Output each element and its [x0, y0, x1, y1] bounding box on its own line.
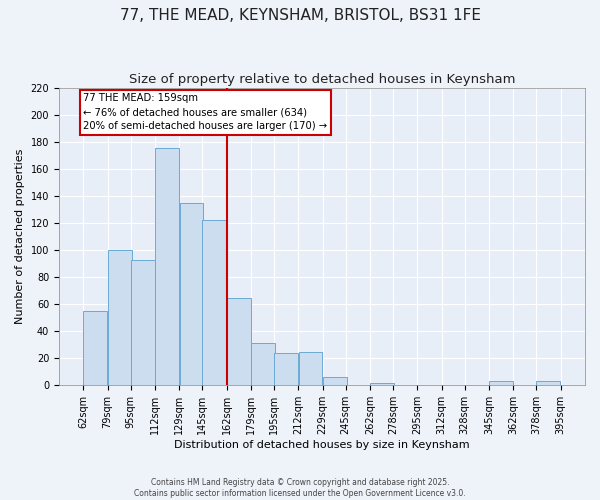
Bar: [370, 382, 394, 386]
Bar: [536, 382, 560, 386]
Bar: [83, 311, 107, 386]
Text: Contains HM Land Registry data © Crown copyright and database right 2025.
Contai: Contains HM Land Registry data © Crown c…: [134, 478, 466, 498]
Bar: [323, 377, 347, 386]
Bar: [299, 352, 322, 386]
Text: 77, THE MEAD, KEYNSHAM, BRISTOL, BS31 1FE: 77, THE MEAD, KEYNSHAM, BRISTOL, BS31 1F…: [119, 8, 481, 22]
Bar: [179, 203, 203, 386]
Bar: [108, 250, 132, 386]
Text: 77 THE MEAD: 159sqm
← 76% of detached houses are smaller (634)
20% of semi-detac: 77 THE MEAD: 159sqm ← 76% of detached ho…: [83, 94, 328, 132]
Bar: [251, 344, 275, 386]
X-axis label: Distribution of detached houses by size in Keynsham: Distribution of detached houses by size …: [174, 440, 470, 450]
Bar: [227, 298, 251, 386]
Bar: [202, 220, 226, 386]
Y-axis label: Number of detached properties: Number of detached properties: [15, 149, 25, 324]
Bar: [131, 260, 155, 386]
Bar: [155, 148, 179, 386]
Bar: [274, 353, 298, 386]
Bar: [489, 382, 513, 386]
Title: Size of property relative to detached houses in Keynsham: Size of property relative to detached ho…: [129, 72, 515, 86]
